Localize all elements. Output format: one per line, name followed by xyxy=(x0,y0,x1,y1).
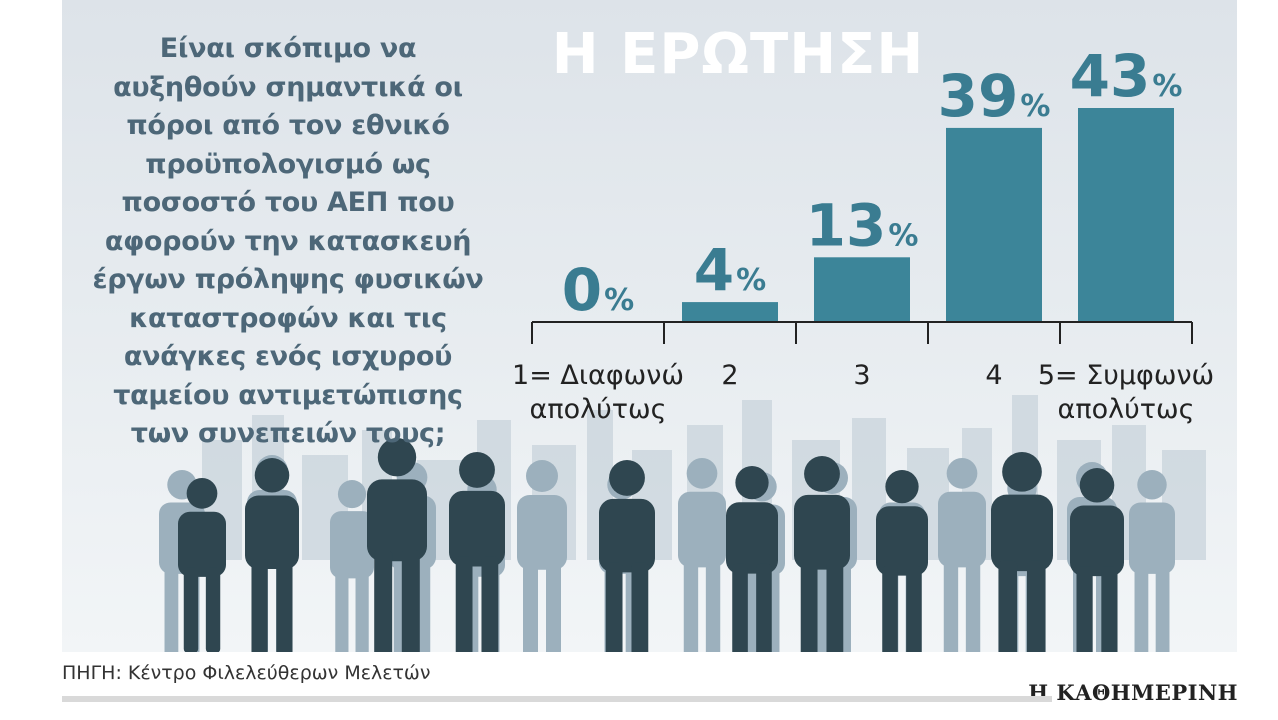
newspaper-logo: Η ΚΑΘΗΜΕΡΙΝΗ xyxy=(1028,680,1238,705)
survey-question: Είναι σκόπιμο να αυξηθούν σημαντικά οι π… xyxy=(92,33,484,449)
category-label-line: 2 xyxy=(721,360,738,391)
person-silhouette xyxy=(678,458,726,652)
bar xyxy=(946,127,1042,322)
value-unit: % xyxy=(1020,89,1050,124)
category-label-line: απολύτως xyxy=(530,394,667,425)
value-number: 43 xyxy=(1070,42,1151,110)
crowd-front-illustration xyxy=(178,438,1124,652)
category-label: 5= Συμφωνώ απολύτως xyxy=(1038,360,1214,425)
person-silhouette xyxy=(599,460,655,652)
bar xyxy=(814,257,910,322)
value-unit: % xyxy=(736,263,766,298)
chart-panel xyxy=(62,0,1237,652)
value-number: 0 xyxy=(562,256,602,324)
value-label: 39% xyxy=(938,62,1051,130)
person-silhouette xyxy=(938,458,986,652)
person-silhouette xyxy=(1070,468,1124,652)
value-number: 4 xyxy=(694,236,734,304)
crowd-background xyxy=(159,395,1206,652)
value-unit: % xyxy=(1152,69,1182,104)
value-label: 4% xyxy=(694,236,766,304)
value-number: 39 xyxy=(938,62,1019,130)
value-label: 13% xyxy=(806,191,919,259)
person-silhouette xyxy=(367,438,427,652)
person-silhouette xyxy=(726,466,778,652)
person-silhouette xyxy=(794,456,850,652)
value-labels-group: 0% 4%13%39% 43% xyxy=(562,42,1183,324)
category-label: 2 xyxy=(721,360,738,391)
category-label: 4 xyxy=(985,360,1002,391)
category-label-line: 1= Διαφωνώ xyxy=(512,360,684,391)
category-label: 1= Διαφωνώ απολύτως xyxy=(512,360,684,425)
bar xyxy=(682,302,778,322)
x-axis xyxy=(531,321,1193,344)
person-silhouette xyxy=(245,458,299,652)
bars-group xyxy=(682,108,1174,322)
person-silhouette xyxy=(517,460,567,652)
chart-heading: Η ΕΡΩΤΗΣΗ xyxy=(551,22,925,87)
source-note: ΠΗΓΗ: Κέντρο Φιλελεύθερων Μελετών xyxy=(62,662,431,684)
person-silhouette xyxy=(449,452,505,652)
value-label: 43% xyxy=(1070,42,1183,110)
value-label: 0% xyxy=(562,256,634,324)
footer-rule xyxy=(62,696,1052,702)
value-unit: % xyxy=(604,283,634,318)
category-label: 3 xyxy=(853,360,870,391)
person-silhouette xyxy=(1129,470,1175,652)
value-number: 13 xyxy=(806,191,887,259)
category-label-line: 3 xyxy=(853,360,870,391)
category-label-line: 5= Συμφωνώ xyxy=(1038,360,1214,391)
category-label-line: απολύτως xyxy=(1058,394,1195,425)
value-unit: % xyxy=(888,218,918,253)
bar xyxy=(1078,108,1174,322)
person-silhouette xyxy=(178,478,226,652)
category-label-line: 4 xyxy=(985,360,1002,391)
person-silhouette xyxy=(876,470,928,652)
person-silhouette xyxy=(330,480,374,652)
person-silhouette xyxy=(991,452,1053,652)
